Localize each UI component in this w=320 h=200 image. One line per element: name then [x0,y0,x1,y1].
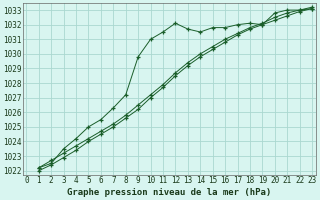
X-axis label: Graphe pression niveau de la mer (hPa): Graphe pression niveau de la mer (hPa) [67,188,271,197]
